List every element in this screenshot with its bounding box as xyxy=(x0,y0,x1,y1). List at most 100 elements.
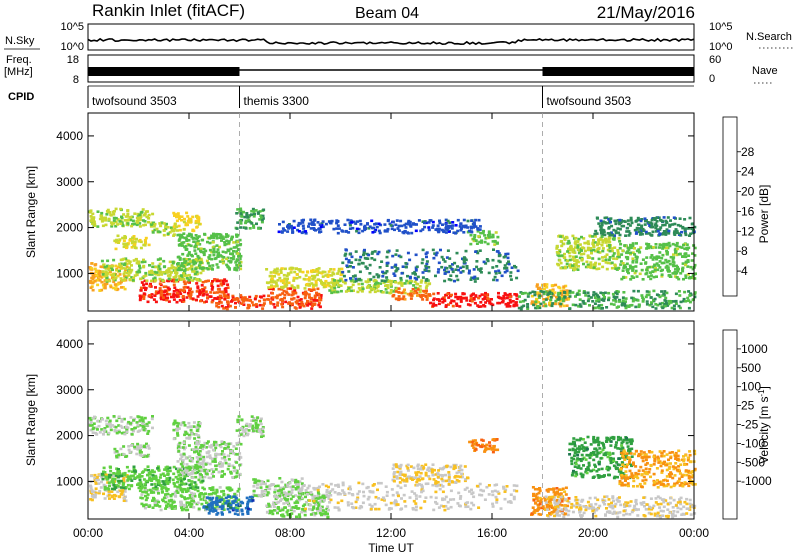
x-tick-2: 08:00 xyxy=(275,526,305,540)
beam-title: Beam 04 xyxy=(355,5,419,22)
x-axis-label: Time UT xyxy=(368,541,414,554)
freq-band-0 xyxy=(88,67,240,76)
velocity-cbar-label-main: Velocity [m s xyxy=(757,397,771,464)
power-ytick-0: 1000 xyxy=(56,266,83,280)
cpid-segment-2: twofsound 3503 xyxy=(547,94,632,108)
cpid-panel: CPID twofsound 3503 themis 3300 twofsound … xyxy=(8,85,694,108)
power-ytick-3: 4000 xyxy=(56,129,83,143)
nsky-tick-top: 10^5 xyxy=(60,21,84,33)
x-tick-1: 04:00 xyxy=(174,526,204,540)
nsearch-label: N.Search xyxy=(746,31,792,43)
power-cbar-tick-6: 28 xyxy=(741,145,755,159)
velocity-cbar-tick-3: 25 xyxy=(741,399,755,413)
velocity-ytick-1: 2000 xyxy=(56,429,83,443)
power-blob-15 xyxy=(493,240,497,243)
velocity-blob-5 xyxy=(157,482,161,485)
power-panel: 1000 2000 3000 4000 Slant Range [km] 4 8 12 16… xyxy=(24,112,771,312)
nsky-tick-bottom: 10^0 xyxy=(60,41,84,53)
velocity-blob-13 xyxy=(490,448,494,451)
power-blob-20 xyxy=(653,264,657,267)
power-ytick-1: 2000 xyxy=(56,221,83,235)
velocity-cbar-tick-2: 100 xyxy=(741,380,761,394)
power-blob-16 xyxy=(344,248,348,251)
power-blob-4 xyxy=(196,215,200,219)
nsearch-tick-bottom: 10^0 xyxy=(709,41,733,53)
power-blob-11 xyxy=(303,287,307,290)
power-blob-9 xyxy=(253,297,257,301)
power-blob-2 xyxy=(125,246,128,250)
power-cbar-tick-2: 12 xyxy=(741,224,755,238)
velocity-cbar-label-end: ] xyxy=(757,386,771,389)
cpid-label: CPID xyxy=(8,91,34,103)
velocity-cbar-tick-6: -500 xyxy=(741,455,765,469)
power-blob-3 xyxy=(162,222,166,225)
nave-label: Nave xyxy=(752,65,778,77)
power-blob-22 xyxy=(592,293,596,297)
velocity-ylabel: Slant Range [km] xyxy=(24,374,38,466)
freq-label-top: Freq. xyxy=(6,54,32,66)
velocity-cbar-tick-0: 1000 xyxy=(741,342,768,356)
power-blob-12 xyxy=(364,280,368,283)
velocity-blob-1 xyxy=(141,422,144,425)
velocity-blob-7 xyxy=(242,434,246,438)
velocity-data xyxy=(88,415,697,519)
power-cbar-tick-4: 20 xyxy=(741,185,755,199)
cpid-segment-0: twofsound 3503 xyxy=(92,94,177,108)
power-blob-19 xyxy=(572,247,576,251)
nave-tick-top: 60 xyxy=(709,54,721,66)
nsky-line xyxy=(87,37,695,46)
power-cbar-tick-5: 24 xyxy=(741,165,755,179)
x-tick-3: 12:00 xyxy=(376,526,406,540)
power-blob-7 xyxy=(187,238,191,242)
velocity-blob-12 xyxy=(417,479,421,482)
nsky-frame xyxy=(87,23,695,51)
cpid-segment-1: themis 3300 xyxy=(244,94,310,108)
freq-band-2 xyxy=(542,67,694,76)
velocity-cbar-label-sup: -1 xyxy=(757,389,766,397)
power-blob-17 xyxy=(297,230,301,233)
velocity-cbar-label: Velocity [m s-1] xyxy=(757,386,772,464)
nsearch-tick-top: 10^5 xyxy=(709,21,733,33)
power-cbar-tick-3: 16 xyxy=(741,204,755,218)
station-title: Rankin Inlet (fitACF) xyxy=(92,1,245,20)
nave-tick-bottom: 0 xyxy=(709,73,715,85)
x-tick-5: 20:00 xyxy=(578,526,608,540)
velocity-blob-15 xyxy=(619,470,623,473)
power-blob-0 xyxy=(98,270,102,273)
velocity-blob-14 xyxy=(560,500,564,503)
power-ytick-2: 3000 xyxy=(56,175,83,189)
x-tick-4: 16:00 xyxy=(477,526,507,540)
velocity-blob-6 xyxy=(195,456,199,459)
freq-panel: Freq. [MHz] 18 8 60 0 Nave xyxy=(4,54,778,86)
power-data xyxy=(88,207,697,311)
velocity-blob-10 xyxy=(294,483,298,486)
power-cbar-label: Power [dB] xyxy=(757,185,771,244)
freq-label-bottom: [MHz] xyxy=(4,66,33,78)
velocity-ytick-2: 3000 xyxy=(56,383,83,397)
power-blob-5 xyxy=(183,282,187,285)
velocity-blob-17 xyxy=(589,503,593,506)
power-cbar-tick-0: 4 xyxy=(741,264,748,278)
velocity-cbar-tick-4: -25 xyxy=(741,418,759,432)
velocity-blob-0 xyxy=(98,489,102,493)
nsky-label: N.Sky xyxy=(5,35,35,47)
power-blob-21 xyxy=(639,219,643,223)
velocity-blob-11 xyxy=(443,498,447,501)
velocity-ytick-0: 1000 xyxy=(56,474,83,488)
velocity-cbar-tick-5: -100 xyxy=(741,436,765,450)
freq-tick-top: 18 xyxy=(67,54,79,66)
freq-tick-bottom: 8 xyxy=(73,74,79,86)
velocity-blob-9 xyxy=(281,508,285,512)
x-tick-0: 00:00 xyxy=(73,526,103,540)
velocity-blob-2 xyxy=(145,455,149,458)
date-title: 21/May/2016 xyxy=(597,3,695,22)
power-blob-1 xyxy=(145,215,149,218)
power-cbar-tick-1: 8 xyxy=(741,244,748,258)
power-blob-6 xyxy=(171,261,175,265)
x-tick-6: 00:00 xyxy=(679,526,709,540)
velocity-ytick-3: 4000 xyxy=(56,337,83,351)
velocity-cbar-tick-1: 500 xyxy=(741,361,761,375)
power-blob-14 xyxy=(459,297,463,301)
velocity-blob-3 xyxy=(172,428,176,432)
